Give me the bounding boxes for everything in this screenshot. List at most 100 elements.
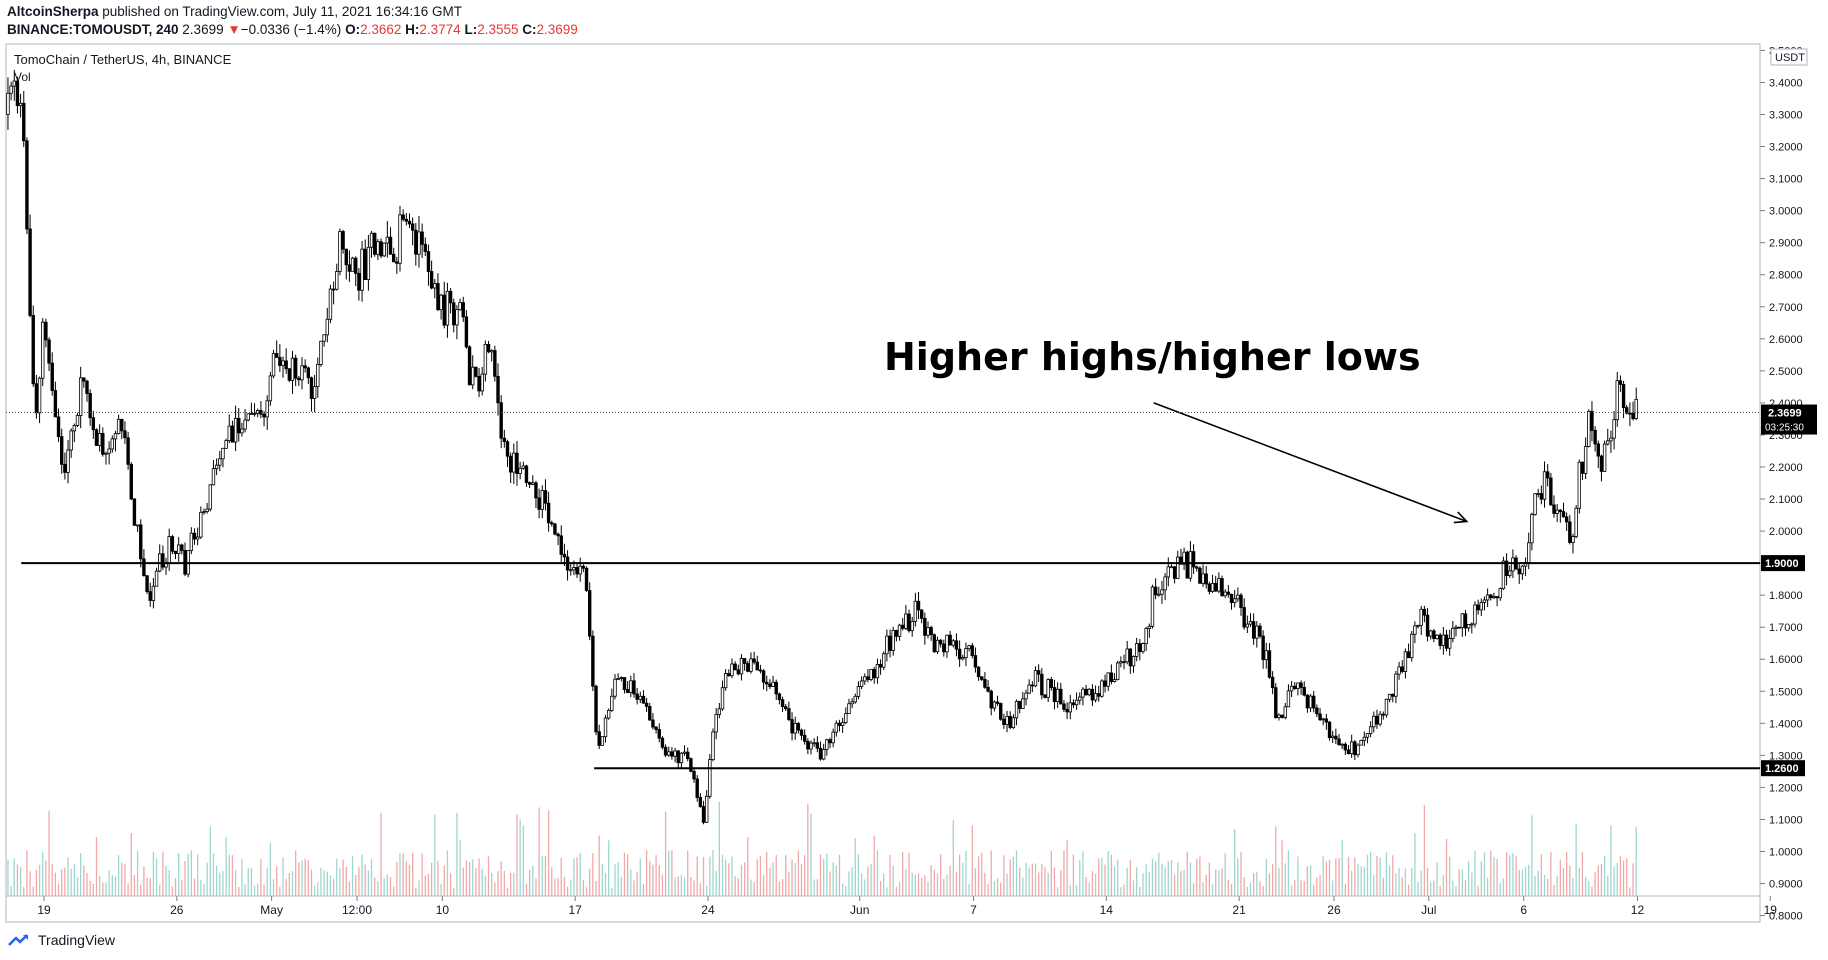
candle-body bbox=[104, 452, 108, 455]
candle bbox=[97, 424, 102, 452]
candle-body bbox=[436, 283, 440, 311]
candle-body bbox=[1286, 690, 1291, 708]
candle bbox=[350, 256, 355, 272]
candle-body bbox=[644, 702, 649, 707]
candle bbox=[284, 348, 288, 374]
candle-body bbox=[616, 678, 620, 680]
candle bbox=[980, 676, 984, 682]
chart-frame bbox=[5, 43, 1761, 923]
candle-body bbox=[809, 742, 813, 750]
currency-label: USDT bbox=[1775, 52, 1805, 64]
candle bbox=[1599, 454, 1604, 482]
candle bbox=[1425, 607, 1430, 642]
candle-body bbox=[543, 490, 548, 504]
author-name[interactable]: AltcoinSherpa bbox=[7, 4, 99, 19]
candle-body bbox=[1498, 588, 1502, 599]
candle bbox=[1504, 553, 1509, 586]
candle bbox=[739, 654, 744, 681]
candle-body bbox=[297, 377, 301, 381]
candle bbox=[638, 691, 642, 704]
high-label: H: bbox=[405, 22, 420, 37]
candle-body bbox=[82, 377, 86, 382]
candle bbox=[512, 443, 516, 484]
candle bbox=[281, 356, 285, 378]
candle bbox=[749, 652, 753, 674]
candle-body bbox=[569, 569, 573, 572]
candle-body bbox=[1071, 702, 1076, 706]
candle bbox=[31, 305, 35, 387]
candle-body bbox=[335, 271, 339, 290]
candle bbox=[436, 273, 440, 311]
candle-body bbox=[322, 334, 326, 342]
candle bbox=[249, 402, 254, 415]
candle bbox=[1289, 681, 1294, 697]
candle bbox=[477, 367, 481, 398]
candle-body bbox=[1454, 626, 1458, 629]
y-tick-label: 3.4000 bbox=[1769, 77, 1803, 89]
candle-body bbox=[784, 706, 788, 710]
candle bbox=[1489, 593, 1493, 601]
candle bbox=[1308, 694, 1313, 713]
x-tick-label: Jul bbox=[1421, 903, 1436, 917]
candle-body bbox=[878, 664, 883, 668]
candle-body bbox=[847, 703, 851, 714]
candle-body bbox=[1226, 591, 1231, 595]
candle bbox=[15, 76, 20, 114]
candle-body bbox=[287, 368, 292, 381]
candle bbox=[1454, 624, 1458, 637]
candle-body bbox=[1144, 628, 1148, 644]
candle bbox=[1315, 704, 1319, 718]
candle-body bbox=[654, 726, 658, 730]
candle-body bbox=[28, 228, 32, 316]
candle-body bbox=[1008, 716, 1012, 728]
candle bbox=[951, 639, 955, 648]
candle bbox=[673, 747, 677, 763]
candle-body bbox=[360, 248, 364, 291]
candle-body bbox=[553, 523, 557, 535]
candle-body bbox=[1416, 624, 1420, 627]
candle bbox=[1463, 610, 1468, 637]
tradingview-logo-icon[interactable] bbox=[8, 932, 32, 948]
publish-info: AltcoinSherpa published on TradingView.c… bbox=[7, 4, 462, 19]
candle-body bbox=[423, 243, 427, 252]
candle bbox=[859, 676, 864, 690]
candle-body bbox=[499, 402, 503, 439]
candle bbox=[1214, 575, 1218, 592]
candle-body bbox=[1251, 621, 1256, 639]
candle bbox=[496, 363, 500, 416]
candle bbox=[1172, 566, 1177, 584]
candle-body bbox=[34, 383, 39, 414]
candle bbox=[603, 714, 608, 743]
candle bbox=[1220, 575, 1224, 597]
candle bbox=[458, 298, 462, 311]
candle-body bbox=[1612, 419, 1616, 439]
candle bbox=[344, 248, 348, 280]
candle bbox=[989, 689, 993, 716]
candle-body bbox=[211, 468, 216, 486]
candle bbox=[771, 675, 775, 687]
candle-body bbox=[856, 686, 861, 697]
footer-brand[interactable]: TradingView bbox=[38, 932, 116, 948]
candle-body bbox=[1349, 741, 1354, 755]
candle-body bbox=[1128, 648, 1133, 667]
candle-body bbox=[651, 719, 655, 728]
x-tick-label: 7 bbox=[970, 903, 977, 917]
candle-body bbox=[967, 645, 971, 650]
candle-body bbox=[385, 236, 390, 244]
candle bbox=[1245, 615, 1250, 633]
candle-body bbox=[935, 639, 940, 653]
candle bbox=[385, 221, 390, 258]
candle bbox=[600, 736, 605, 746]
candle bbox=[926, 621, 930, 639]
candle bbox=[1384, 698, 1389, 718]
candle-body bbox=[303, 365, 307, 369]
candle bbox=[1451, 621, 1455, 643]
candle-body bbox=[363, 248, 367, 281]
candle bbox=[12, 69, 16, 101]
candle-body bbox=[907, 613, 911, 632]
candle-body bbox=[458, 302, 462, 311]
candle-body bbox=[1609, 437, 1613, 442]
candle-body bbox=[828, 739, 832, 744]
candle-body bbox=[1397, 666, 1401, 675]
